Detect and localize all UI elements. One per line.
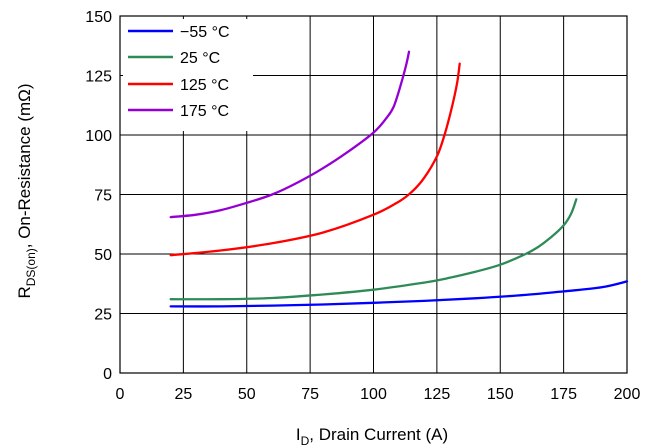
series-line-175 — [169, 50, 411, 219]
legend-item-25: 25 °C — [128, 50, 220, 67]
series-line-25 — [169, 198, 578, 301]
x-tick-label: 25 — [174, 386, 192, 403]
x-tick-label: 125 — [424, 386, 451, 403]
y-tick-label: 0 — [103, 366, 112, 383]
legend-label: −55 °C — [180, 24, 230, 41]
legend-item-125: 125 °C — [128, 77, 229, 94]
legend-label: 125 °C — [180, 77, 229, 94]
x-tick-label: 175 — [550, 386, 577, 403]
y-tick-label: 25 — [94, 307, 112, 324]
x-axis-title: ID, Drain Current (A) — [296, 425, 448, 446]
legend-item-neg55: −55 °C — [128, 24, 230, 41]
legend-box — [123, 19, 253, 131]
y-axis-title: RDS(on), On-Resistance (mΩ) — [15, 83, 38, 298]
x-tick-label: 200 — [614, 386, 641, 403]
x-tick-label: 50 — [238, 386, 256, 403]
x-tick-label: 150 — [487, 386, 514, 403]
legend-item-175: 175 °C — [128, 103, 229, 120]
tick-labels: 0 25 50 75 100 125 150 175 200 0 25 50 75 100 125 150 — [85, 9, 640, 403]
legend-label: 25 °C — [180, 50, 220, 67]
grid — [119, 15, 628, 374]
legend: −55 °C 25 °C 125 °C 175 °C — [123, 19, 253, 131]
y-tick-label: 75 — [94, 188, 112, 205]
y-tick-label: 125 — [85, 69, 112, 86]
x-tick-label: 100 — [360, 386, 387, 403]
legend-label: 175 °C — [180, 103, 229, 120]
x-tick-label: 75 — [301, 386, 319, 403]
series-line-neg55 — [169, 280, 629, 308]
x-tick-label: 0 — [116, 386, 125, 403]
y-tick-label: 150 — [85, 9, 112, 26]
y-tick-label: 100 — [85, 128, 112, 145]
y-tick-label: 50 — [94, 247, 112, 264]
plot-frame — [119, 15, 628, 374]
series-line-125 — [169, 62, 461, 257]
series-lines — [169, 50, 629, 308]
